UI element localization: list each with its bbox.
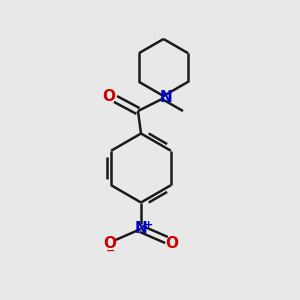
Text: O: O (102, 89, 116, 104)
Text: O: O (103, 236, 117, 250)
Text: N: N (135, 221, 147, 236)
Text: +: + (144, 220, 153, 230)
Text: O: O (165, 236, 178, 250)
Text: N: N (159, 90, 172, 105)
Text: −: − (105, 245, 115, 256)
